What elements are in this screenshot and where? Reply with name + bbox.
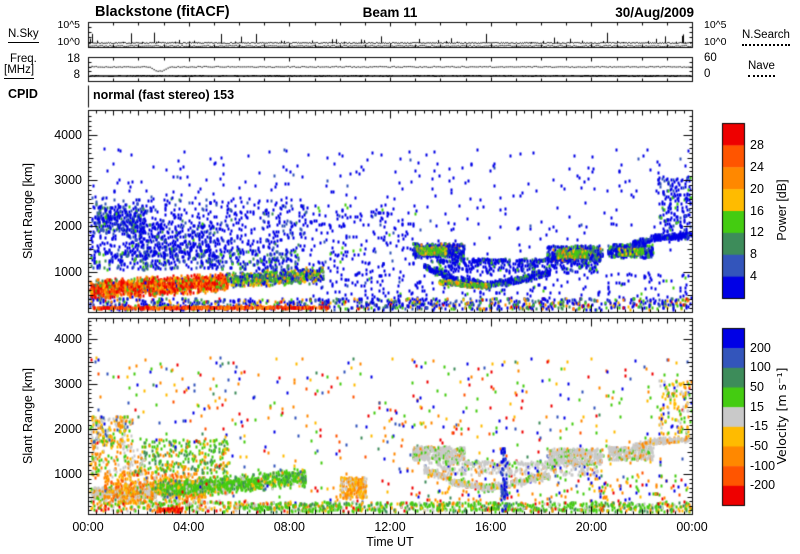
nsearch-label: N.Search: [742, 29, 790, 46]
colorbar-tick-label: 28: [750, 137, 764, 152]
x-tick-label: 20:00: [575, 520, 607, 534]
nsky-min-tick: 10^0: [57, 36, 80, 48]
freq-max-tick: 18: [67, 53, 80, 65]
nsearch-min-tick: 10^0: [704, 36, 727, 48]
freq-min-tick: 8: [73, 69, 80, 81]
colorbar-tick-label: -200: [750, 478, 776, 493]
x-tick-label: 16:00: [475, 520, 507, 534]
colorbar-tick-label: 100: [750, 360, 771, 375]
y-tick-label: 3000: [54, 173, 82, 188]
cpid-value: normal (fast stereo) 153: [93, 88, 235, 102]
slant-range-label-power: Slant Range [km]: [20, 163, 35, 259]
nsky-label: N.Sky: [8, 28, 39, 43]
velocity-colorbar-title: Velocity [m s⁻¹]: [773, 367, 789, 465]
freq-units-label: [MHz]: [4, 64, 35, 79]
y-tick-label: 1000: [54, 264, 82, 279]
y-tick-label: 2000: [54, 422, 82, 437]
colorbar-tick-label: 8: [750, 247, 757, 262]
x-tick-label: 00:00: [676, 520, 708, 534]
nave-label: Nave: [748, 60, 775, 77]
colorbar-tick-label: 15: [750, 399, 764, 414]
y-tick-label: 4000: [54, 127, 82, 142]
colorbar-tick-label: -15: [750, 419, 769, 434]
colorbar-tick-label: 50: [750, 380, 764, 394]
y-tick-label: 3000: [54, 377, 82, 392]
station-title: Blackstone (fitACF): [95, 4, 230, 20]
power-colorbar-title: Power [dB]: [774, 179, 789, 241]
colorbar-tick-label: 20: [750, 181, 764, 196]
x-tick-label: 08:00: [273, 520, 305, 534]
cpid-label: CPID: [8, 87, 38, 101]
nsearch-max-tick: 10^5: [704, 19, 727, 31]
colorbar-tick-label: 12: [750, 225, 764, 240]
time-ut-label: Time UT: [366, 535, 414, 549]
nave-min-tick: 0: [704, 68, 711, 80]
colorbar-tick-label: -50: [750, 439, 769, 453]
colorbar-tick-label: -100: [750, 458, 776, 473]
x-tick-label: 00:00: [72, 520, 104, 534]
colorbar-tick-label: 24: [750, 159, 764, 174]
nsky-max-tick: 10^5: [57, 19, 80, 31]
y-tick-label: 4000: [54, 331, 82, 346]
y-tick-label: 2000: [54, 219, 82, 234]
beam-label: Beam 11: [362, 5, 418, 20]
x-tick-label: 04:00: [173, 520, 205, 534]
x-tick-label: 12:00: [374, 520, 406, 534]
nave-max-tick: 60: [704, 52, 717, 64]
y-tick-label: 1000: [54, 467, 82, 482]
colorbar-tick-label: 16: [750, 203, 764, 218]
colorbar-tick-label: 200: [750, 340, 771, 355]
slant-range-label-velocity: Slant Range [km]: [20, 368, 35, 464]
freq-label: Freq.: [10, 53, 37, 65]
date-label: 30/Aug/2009: [615, 5, 694, 20]
colorbar-tick-label: 4: [750, 269, 757, 284]
